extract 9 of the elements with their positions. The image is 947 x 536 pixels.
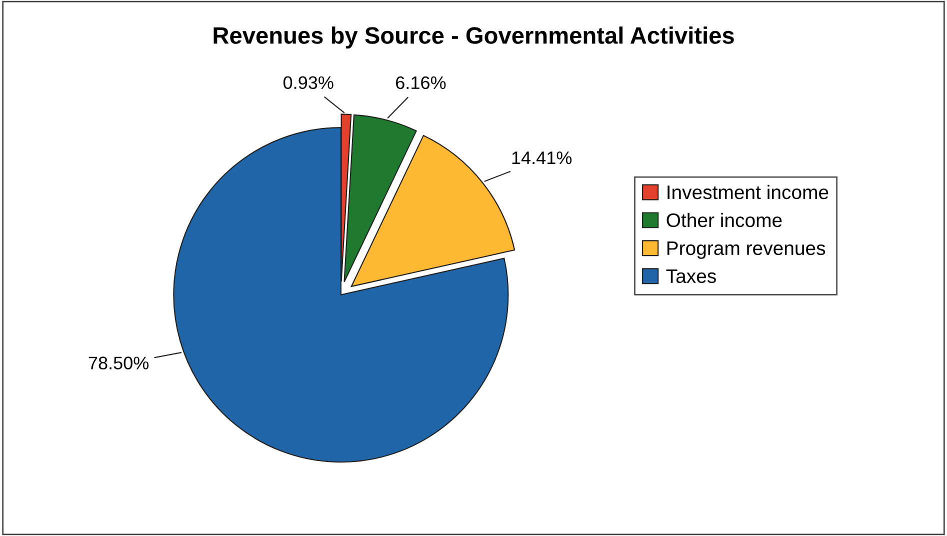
data-label: 14.41%	[512, 151, 572, 164]
legend-label: Other income	[666, 212, 782, 228]
chart-title: Revenues by Source - Governmental Activities	[214, 26, 734, 49]
legend-label: Program revenues	[667, 242, 826, 259]
data-label: 0.93%	[283, 76, 334, 90]
data-label: 6.16%	[396, 76, 446, 90]
legend-label: Investment income	[668, 184, 828, 200]
legend-label: Taxes	[666, 269, 716, 284]
data-label: 78.50%	[88, 356, 149, 370]
